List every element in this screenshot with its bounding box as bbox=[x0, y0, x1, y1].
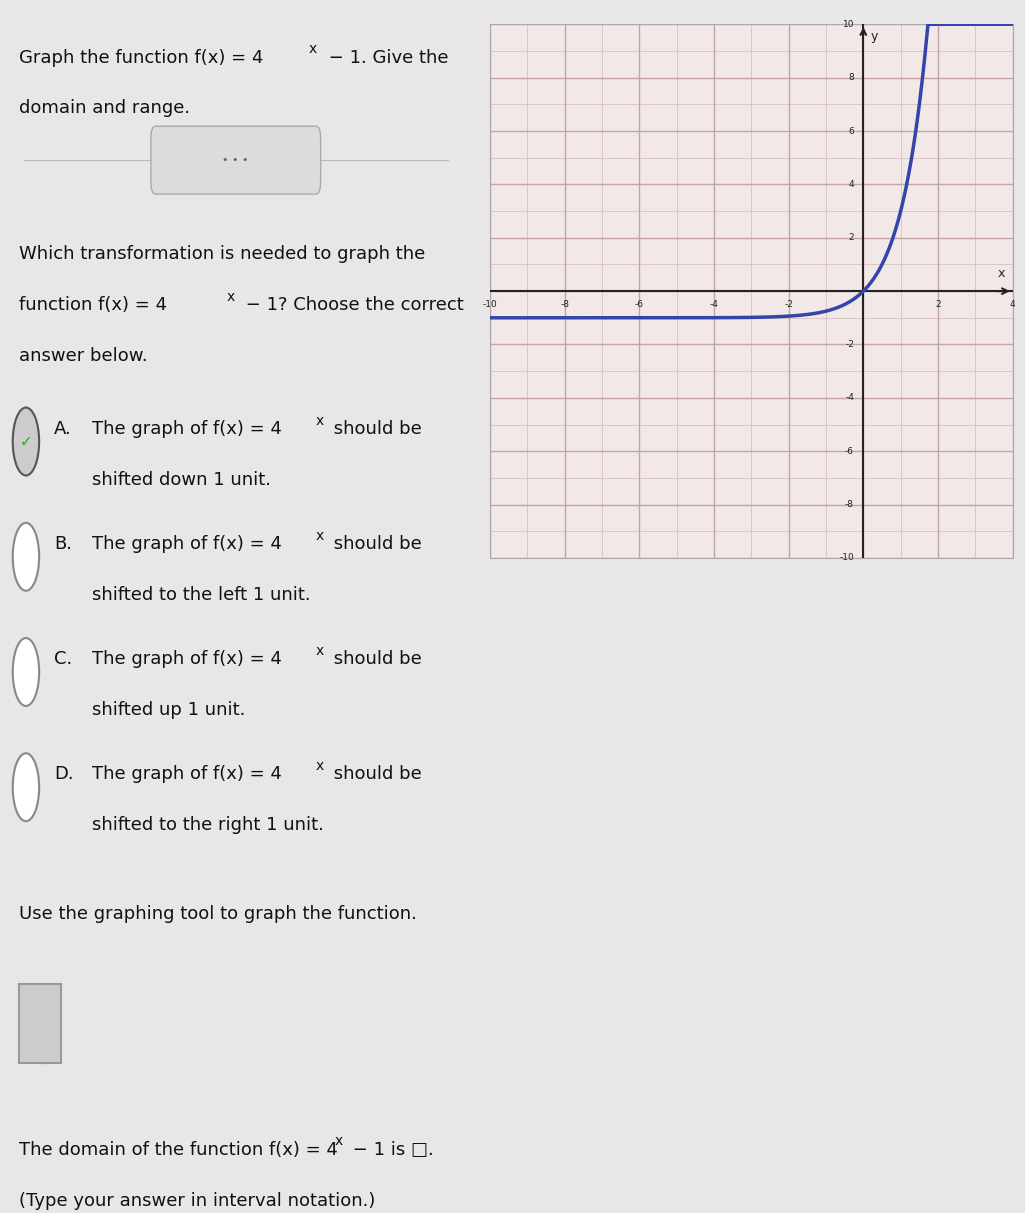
Text: -4: -4 bbox=[846, 393, 854, 403]
Text: should be: should be bbox=[328, 535, 421, 553]
Text: 4: 4 bbox=[849, 180, 854, 189]
Text: Graph the function f(x) = 4: Graph the function f(x) = 4 bbox=[18, 49, 263, 67]
Text: B.: B. bbox=[54, 535, 72, 553]
Text: D.: D. bbox=[54, 765, 74, 784]
Text: domain and range.: domain and range. bbox=[18, 99, 190, 118]
Text: − 1 is □.: − 1 is □. bbox=[346, 1141, 434, 1160]
Text: x: x bbox=[309, 42, 317, 57]
Text: 6: 6 bbox=[849, 126, 854, 136]
Text: should be: should be bbox=[328, 765, 421, 784]
Text: x: x bbox=[998, 267, 1006, 280]
Text: -4: -4 bbox=[709, 301, 719, 309]
Text: (Type your answer in interval notation.): (Type your answer in interval notation.) bbox=[18, 1192, 375, 1211]
Text: ✓: ✓ bbox=[19, 434, 33, 449]
Text: The graph of f(x) = 4: The graph of f(x) = 4 bbox=[92, 420, 282, 438]
Bar bbox=[18, 984, 62, 1063]
Text: The graph of f(x) = 4: The graph of f(x) = 4 bbox=[92, 765, 282, 784]
Text: -8: -8 bbox=[560, 301, 569, 309]
Text: -8: -8 bbox=[845, 500, 854, 509]
Text: x: x bbox=[316, 414, 324, 428]
Text: y: y bbox=[871, 29, 878, 42]
Text: Which transformation is needed to graph the: Which transformation is needed to graph … bbox=[18, 245, 425, 263]
Text: 4: 4 bbox=[1010, 301, 1016, 309]
Text: The domain of the function f(x) = 4: The domain of the function f(x) = 4 bbox=[18, 1141, 337, 1160]
Text: -10: -10 bbox=[483, 301, 497, 309]
Text: -10: -10 bbox=[839, 553, 854, 563]
Text: shifted down 1 unit.: shifted down 1 unit. bbox=[92, 471, 271, 489]
FancyBboxPatch shape bbox=[151, 126, 321, 194]
Text: 2: 2 bbox=[849, 233, 854, 243]
Text: shifted to the right 1 unit.: shifted to the right 1 unit. bbox=[92, 816, 324, 835]
Text: 10: 10 bbox=[843, 19, 854, 29]
Text: 2: 2 bbox=[935, 301, 941, 309]
Text: answer below.: answer below. bbox=[18, 347, 148, 365]
Text: function f(x) = 4: function f(x) = 4 bbox=[18, 296, 167, 314]
Circle shape bbox=[12, 638, 39, 706]
Text: -6: -6 bbox=[845, 446, 854, 456]
Text: -6: -6 bbox=[634, 301, 644, 309]
Text: C.: C. bbox=[54, 650, 73, 668]
Text: • • •: • • • bbox=[222, 155, 249, 165]
Text: − 1. Give the: − 1. Give the bbox=[323, 49, 449, 67]
Text: should be: should be bbox=[328, 650, 421, 668]
Text: x: x bbox=[227, 290, 235, 304]
Text: − 1? Choose the correct: − 1? Choose the correct bbox=[241, 296, 464, 314]
Text: A.: A. bbox=[54, 420, 72, 438]
Text: shifted up 1 unit.: shifted up 1 unit. bbox=[92, 701, 245, 719]
Circle shape bbox=[12, 753, 39, 821]
Text: x: x bbox=[335, 1134, 343, 1149]
Text: -2: -2 bbox=[784, 301, 793, 309]
Text: shifted to the left 1 unit.: shifted to the left 1 unit. bbox=[92, 586, 311, 604]
Text: x: x bbox=[316, 529, 324, 543]
Text: should be: should be bbox=[328, 420, 421, 438]
Text: The graph of f(x) = 4: The graph of f(x) = 4 bbox=[92, 650, 282, 668]
Text: x: x bbox=[316, 644, 324, 659]
Text: Use the graphing tool to graph the function.: Use the graphing tool to graph the funct… bbox=[18, 905, 417, 923]
Text: The graph of f(x) = 4: The graph of f(x) = 4 bbox=[92, 535, 282, 553]
Text: -2: -2 bbox=[846, 340, 854, 349]
Text: x: x bbox=[316, 759, 324, 774]
Circle shape bbox=[12, 408, 39, 475]
Circle shape bbox=[12, 523, 39, 591]
Text: 8: 8 bbox=[849, 73, 854, 82]
